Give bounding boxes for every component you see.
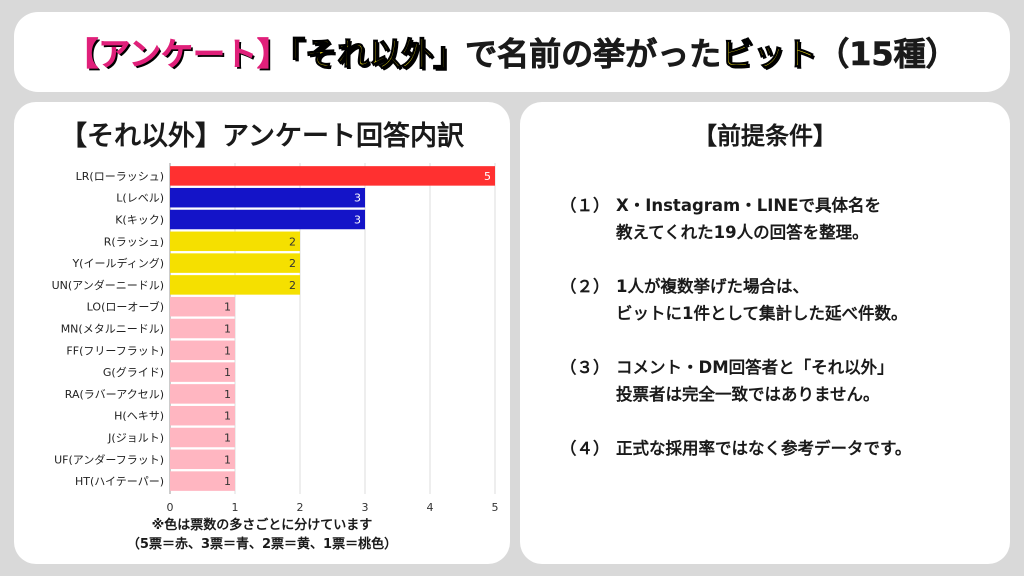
bar bbox=[170, 384, 235, 404]
conditions-panel: 【前提条件】 （１） X・Instagram・LINEで具体名を 教えてくれた19人… bbox=[520, 102, 1010, 564]
y-tick-label: R(ラッシュ) bbox=[104, 235, 164, 248]
y-tick-label: H(ヘキサ) bbox=[114, 410, 164, 423]
condition-line: 投票者は完全一致ではありません。 bbox=[616, 385, 880, 404]
condition-item: （４） 正式な採用率ではなく参考データです。 bbox=[560, 435, 1000, 462]
data-label: 1 bbox=[224, 366, 231, 379]
y-tick-label: Y(イールディング) bbox=[71, 256, 164, 270]
title-other-tag: 「それ以外」 bbox=[288, 34, 466, 73]
y-tick-label: LR(ローラッシュ) bbox=[76, 170, 164, 183]
condition-text: X・Instagram・LINEで具体名を 教えてくれた19人の回答を整理。 bbox=[616, 192, 881, 246]
data-label: 1 bbox=[224, 410, 231, 423]
condition-line: 正式な採用率ではなく参考データです。 bbox=[616, 439, 912, 458]
condition-item: （２） 1人が複数挙げた場合は、ビットに1件として集計した延べ件数。 bbox=[560, 273, 1000, 327]
chart-note-line1: ※色は票数の多さごとに分けています bbox=[151, 518, 373, 533]
x-tick-label: 2 bbox=[297, 501, 304, 514]
chart-note: ※色は票数の多さごとに分けています （5票＝赤、3票＝青、2票＝黄、1票＝桃色） bbox=[14, 516, 510, 554]
condition-line: 教えてくれた19人の回答を整理。 bbox=[616, 223, 869, 242]
y-tick-label: MN(メタルニードル) bbox=[61, 323, 164, 336]
page-title: 【アンケート】「それ以外」で名前の挙がったビット（15種） bbox=[66, 29, 958, 75]
condition-item: （１） X・Instagram・LINEで具体名を 教えてくれた19人の回答を整理。 bbox=[560, 192, 1000, 246]
chart-title: 【それ以外】アンケート回答内訳 bbox=[60, 121, 464, 152]
chart-panel: 【それ以外】アンケート回答内訳 0 1 2 3 4 5 LR(ローラッシュ) 5 L(レベル) 3… bbox=[14, 102, 510, 564]
condition-number: （１） bbox=[560, 196, 610, 215]
y-tick-label: K(キック) bbox=[115, 214, 164, 227]
y-tick-label: FF(フリーフラット) bbox=[66, 344, 164, 357]
data-label: 1 bbox=[224, 344, 231, 357]
data-label: 1 bbox=[224, 323, 231, 336]
condition-text: コメント・DM回答者と「それ以外」 投票者は完全一致ではありません。 bbox=[616, 354, 894, 408]
x-tick-label: 4 bbox=[427, 501, 434, 514]
condition-text: 正式な採用率ではなく参考データです。 bbox=[616, 435, 911, 462]
y-tick-label: G(グライド) bbox=[103, 365, 164, 379]
condition-number: （４） bbox=[560, 439, 610, 458]
title-survey-tag: 【アンケート】 bbox=[66, 35, 290, 74]
bar bbox=[170, 405, 235, 426]
condition-number: （３） bbox=[560, 358, 610, 377]
condition-number: （２） bbox=[560, 277, 610, 296]
bar-chart: 0 1 2 3 4 5 LR(ローラッシュ) 5 L(レベル) 3 K(キック) 3 R(ラッシュ) 2 Y… bbox=[52, 163, 499, 514]
bar bbox=[170, 187, 365, 208]
bar bbox=[170, 340, 235, 361]
y-tick-label: LO(ローオーブ) bbox=[87, 300, 164, 314]
x-tick-label: 1 bbox=[232, 501, 239, 514]
y-tick-label: UF(アンダーフラット) bbox=[54, 452, 164, 466]
condition-line: 1人が複数挙げた場合は、 bbox=[616, 277, 809, 296]
data-label: 1 bbox=[224, 432, 231, 445]
conditions-title: 【前提条件】 bbox=[693, 122, 837, 150]
condition-line: ビットに1件として集計した延べ件数。 bbox=[616, 304, 908, 323]
y-tick-label: L(レベル) bbox=[116, 192, 164, 205]
x-tick-label: 0 bbox=[167, 501, 174, 514]
data-label: 2 bbox=[289, 279, 296, 292]
data-label: 3 bbox=[354, 214, 361, 227]
bar bbox=[170, 231, 300, 252]
bar bbox=[170, 209, 365, 230]
x-tick-label: 5 bbox=[492, 501, 499, 514]
condition-item: （３） コメント・DM回答者と「それ以外」 投票者は完全一致ではありません。 bbox=[560, 354, 1000, 408]
bar bbox=[170, 275, 300, 295]
data-label: 1 bbox=[224, 388, 231, 401]
chart-note-line2: （5票＝赤、3票＝青、2票＝黄、1票＝桃色） bbox=[126, 537, 398, 552]
data-label: 5 bbox=[484, 170, 491, 183]
data-label: 2 bbox=[289, 257, 296, 270]
header-banner: 【アンケート】「それ以外」で名前の挙がったビット（15種） bbox=[14, 12, 1010, 92]
bar bbox=[170, 296, 235, 317]
data-label: 2 bbox=[289, 235, 296, 248]
y-tick-label: J(ジョルト) bbox=[107, 432, 164, 445]
data-label: 1 bbox=[224, 301, 231, 314]
condition-text: 1人が複数挙げた場合は、ビットに1件として集計した延べ件数。 bbox=[616, 273, 908, 327]
condition-line: コメント・DM回答者と「それ以外」 bbox=[616, 358, 894, 377]
y-tick-label: UN(アンダーニードル) bbox=[52, 278, 164, 292]
data-label: 3 bbox=[354, 192, 361, 205]
title-bit-word: ビット bbox=[720, 34, 818, 73]
x-tick-label: 3 bbox=[362, 501, 369, 514]
data-label: 1 bbox=[224, 475, 231, 488]
bar bbox=[170, 449, 235, 470]
bar bbox=[170, 471, 235, 491]
y-tick-label: RA(ラバーアクセル) bbox=[65, 388, 164, 401]
conditions-list: （１） X・Instagram・LINEで具体名を 教えてくれた19人の回答を整理。… bbox=[560, 192, 1000, 489]
bar bbox=[170, 166, 495, 186]
title-middle-text: で名前の挙がった bbox=[465, 35, 722, 74]
bar bbox=[170, 253, 300, 273]
condition-line: X・Instagram・LINEで具体名を bbox=[616, 196, 881, 215]
title-count: （15種） bbox=[817, 35, 958, 74]
y-tick-label: HT(ハイテーパー) bbox=[75, 475, 164, 488]
bar bbox=[170, 362, 235, 382]
bar bbox=[170, 318, 235, 339]
bar bbox=[170, 427, 235, 448]
data-label: 1 bbox=[224, 453, 231, 466]
